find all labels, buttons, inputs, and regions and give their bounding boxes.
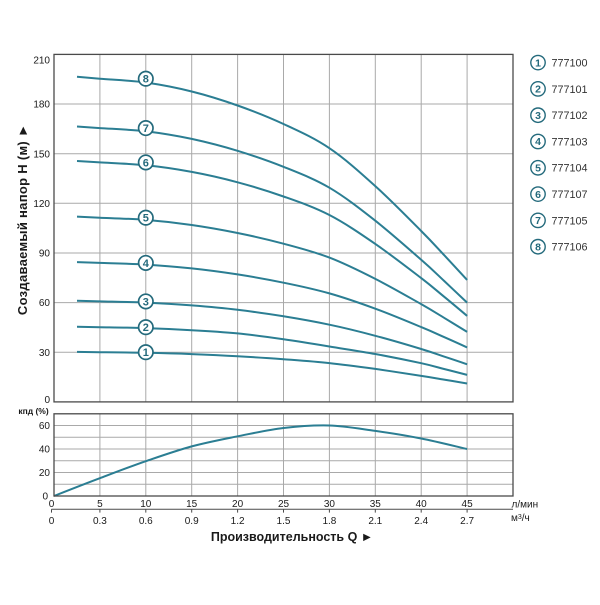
svg-text:777105: 777105 [552, 215, 588, 227]
svg-text:2.7: 2.7 [460, 516, 474, 527]
svg-text:7: 7 [143, 123, 149, 135]
svg-text:5: 5 [535, 163, 541, 175]
svg-text:0.9: 0.9 [185, 516, 199, 527]
svg-text:6: 6 [143, 157, 149, 169]
svg-text:1.8: 1.8 [322, 516, 336, 527]
svg-text:0: 0 [49, 516, 55, 527]
svg-text:777102: 777102 [552, 110, 588, 122]
svg-text:10: 10 [140, 499, 152, 510]
svg-text:150: 150 [33, 149, 50, 160]
svg-text:30: 30 [39, 348, 51, 359]
svg-text:3: 3 [535, 110, 541, 122]
svg-text:30: 30 [324, 499, 336, 510]
svg-text:4: 4 [143, 258, 150, 270]
svg-text:2: 2 [535, 84, 541, 96]
svg-text:20: 20 [232, 499, 244, 510]
svg-text:1.2: 1.2 [231, 516, 245, 527]
svg-text:0: 0 [44, 395, 50, 406]
svg-text:м3/ч: м3/ч [511, 513, 530, 524]
svg-text:1: 1 [535, 57, 541, 69]
svg-text:1.5: 1.5 [277, 516, 291, 527]
svg-text:20: 20 [39, 468, 51, 479]
svg-text:Создаваемый напор Н (м) ►: Создаваемый напор Н (м) ► [15, 124, 30, 315]
svg-text:2.1: 2.1 [368, 516, 382, 527]
svg-text:0.3: 0.3 [93, 516, 107, 527]
svg-text:60: 60 [39, 298, 51, 309]
svg-text:0.6: 0.6 [139, 516, 153, 527]
svg-text:кпд (%): кпд (%) [18, 406, 49, 416]
svg-text:90: 90 [39, 249, 51, 260]
svg-text:777101: 777101 [552, 84, 588, 96]
svg-text:777107: 777107 [552, 189, 588, 201]
svg-text:5: 5 [143, 213, 149, 225]
svg-text:5: 5 [97, 499, 103, 510]
svg-text:25: 25 [278, 499, 290, 510]
svg-text:15: 15 [186, 499, 198, 510]
svg-text:4: 4 [535, 136, 541, 148]
svg-text:180: 180 [33, 100, 50, 111]
svg-text:2.4: 2.4 [414, 516, 428, 527]
svg-text:777103: 777103 [552, 136, 588, 148]
svg-text:л/мин: л/мин [512, 500, 539, 511]
svg-text:777100: 777100 [552, 58, 588, 70]
svg-text:7: 7 [535, 215, 541, 227]
svg-text:0: 0 [49, 499, 55, 510]
svg-text:60: 60 [39, 421, 51, 432]
svg-text:210: 210 [33, 55, 50, 66]
svg-text:777106: 777106 [552, 242, 588, 254]
svg-text:8: 8 [535, 241, 541, 253]
svg-text:120: 120 [33, 199, 50, 210]
svg-text:35: 35 [370, 499, 382, 510]
svg-text:0: 0 [42, 492, 48, 503]
svg-text:3: 3 [143, 296, 149, 308]
svg-text:Производительность Q ►: Производительность Q ► [211, 530, 373, 544]
svg-text:1: 1 [143, 347, 149, 359]
svg-text:8: 8 [143, 74, 149, 86]
svg-text:777104: 777104 [552, 163, 588, 175]
svg-text:40: 40 [39, 445, 51, 456]
svg-text:45: 45 [462, 499, 474, 510]
svg-text:6: 6 [535, 189, 541, 201]
svg-text:2: 2 [143, 322, 149, 334]
svg-text:40: 40 [416, 499, 428, 510]
